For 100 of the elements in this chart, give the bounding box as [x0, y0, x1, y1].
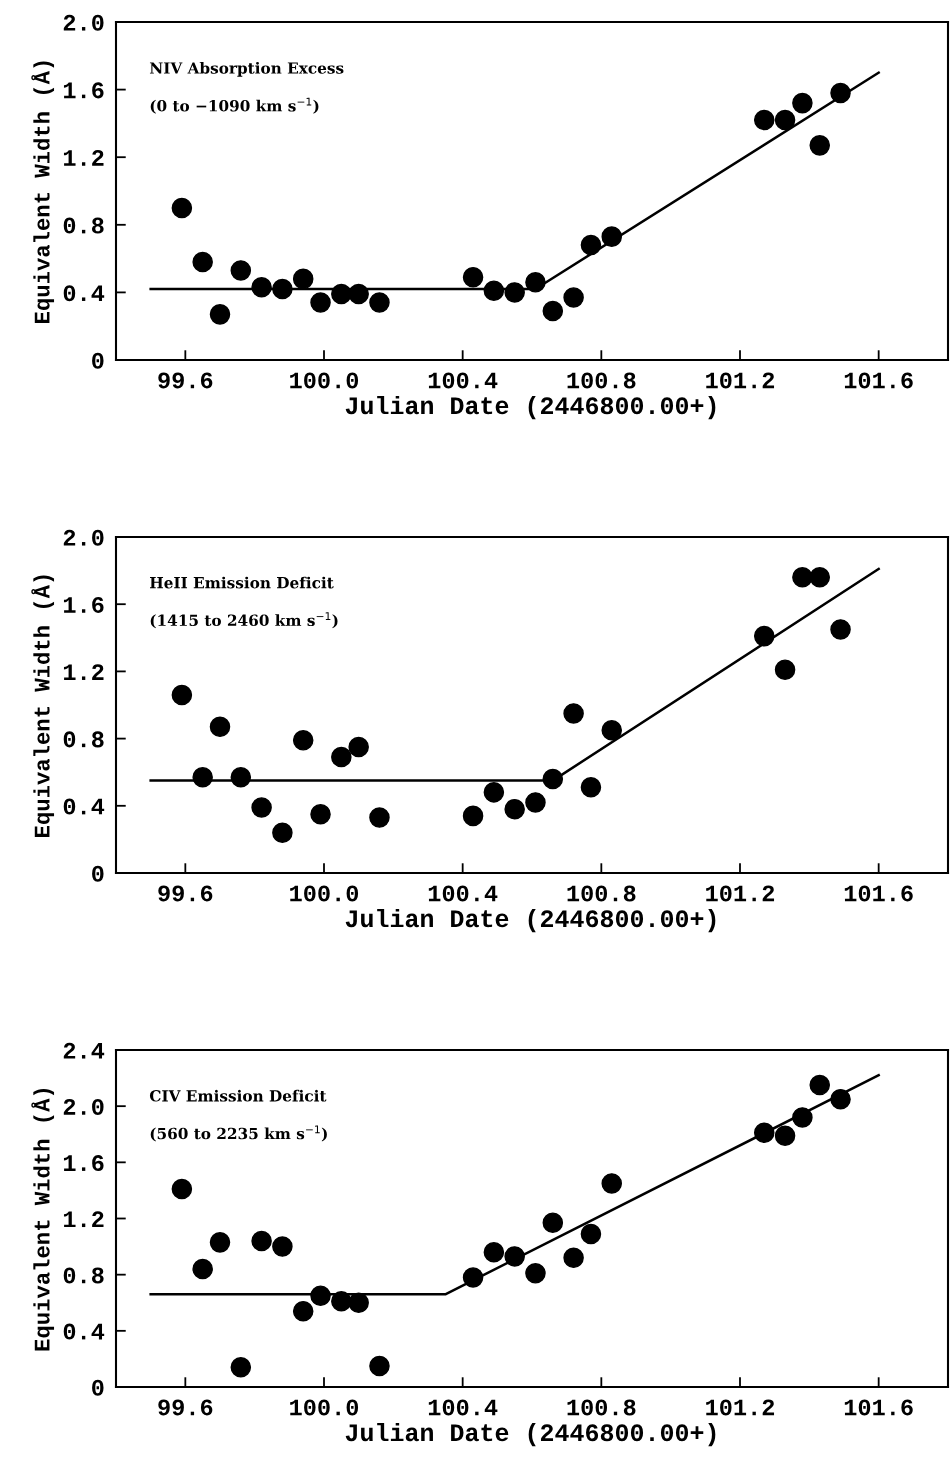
point	[292, 730, 314, 751]
point	[580, 1223, 602, 1245]
point	[209, 1232, 231, 1253]
point	[251, 797, 272, 818]
x-tick-label: 101.2	[706, 372, 775, 389]
point	[483, 280, 505, 301]
point	[774, 1125, 796, 1146]
y-tick-label: 0.8	[63, 1267, 104, 1284]
point	[251, 277, 272, 298]
point	[792, 567, 813, 588]
point	[483, 782, 505, 803]
y-axis-title: Equivalent Width (Å)	[31, 575, 55, 837]
y-tick-label: 0.8	[63, 731, 104, 748]
x-tick-label: 101.6	[844, 1399, 913, 1416]
x-tick-label: 100.0	[290, 885, 359, 902]
point	[272, 822, 293, 843]
x-tick-label: 100.0	[290, 372, 359, 389]
y-tick-label: 1.2	[63, 149, 104, 166]
x-axis-title: Julian Date (2446800.00+)	[345, 395, 716, 420]
point	[192, 251, 213, 273]
point	[504, 1246, 525, 1267]
x-tick-label: 99.6	[158, 885, 213, 902]
x-tick-label: 101.2	[706, 885, 775, 902]
x-tick-label: 101.6	[844, 372, 913, 389]
annotation: HeII Emission Deficit	[150, 576, 334, 589]
point	[525, 1262, 546, 1284]
annotation: (0 to −1090 km s$^{−1}$)	[150, 97, 319, 114]
point	[251, 1230, 272, 1252]
point	[542, 300, 564, 322]
point	[504, 282, 525, 303]
point	[230, 766, 252, 788]
point	[310, 292, 331, 313]
point	[171, 684, 193, 706]
point	[753, 625, 775, 647]
point	[792, 1107, 813, 1128]
x-tick-label: 100.8	[567, 885, 636, 902]
point	[171, 1178, 193, 1200]
annotation: (1415 to 2460 km s$^{−1}$)	[150, 612, 338, 629]
point	[462, 266, 484, 288]
x-tick-label: 100.4	[428, 885, 498, 902]
point	[171, 197, 193, 219]
point	[369, 807, 390, 828]
point	[542, 1212, 564, 1233]
point	[830, 82, 851, 104]
y-tick-label: 2.0	[63, 14, 104, 31]
x-axis-title: Julian Date (2446800.00+)	[345, 908, 716, 933]
point	[331, 283, 352, 305]
point	[753, 109, 775, 131]
y-tick-label: 2.4	[63, 1042, 105, 1059]
x-tick-label: 99.6	[158, 1399, 213, 1416]
point	[563, 703, 584, 724]
point	[525, 271, 546, 293]
point	[292, 268, 314, 290]
x-tick-label: 100.4	[428, 372, 498, 389]
y-tick-label: 0	[92, 352, 104, 369]
point	[483, 1241, 505, 1263]
point	[192, 1258, 213, 1280]
y-tick-label: 1.2	[63, 1211, 104, 1228]
point	[580, 234, 602, 256]
x-tick-label: 99.6	[158, 372, 213, 389]
y-tick-label: 0.4	[63, 798, 105, 815]
x-tick-label: 100.8	[567, 1399, 636, 1416]
point	[830, 1088, 851, 1110]
x-tick-label: 100.4	[428, 1399, 498, 1416]
point	[542, 768, 564, 790]
point	[369, 1355, 390, 1377]
point	[331, 746, 352, 768]
point	[830, 619, 851, 640]
y-tick-label: 1.6	[63, 82, 104, 99]
point	[601, 226, 623, 247]
x-tick-label: 101.6	[844, 885, 913, 902]
x-tick-label: 100.0	[290, 1399, 359, 1416]
point	[292, 1300, 314, 1322]
point	[601, 1173, 623, 1194]
y-tick-label: 0	[92, 1379, 104, 1396]
y-tick-label: 0.4	[63, 285, 105, 302]
point	[272, 278, 293, 300]
point	[209, 304, 231, 325]
y-tick-label: 0	[92, 865, 104, 882]
point	[601, 719, 623, 741]
point	[774, 659, 796, 680]
point	[348, 1292, 369, 1314]
y-tick-label: 1.6	[63, 1155, 104, 1172]
point	[809, 1074, 831, 1096]
point	[563, 287, 584, 308]
point	[331, 1291, 352, 1312]
annotation: CIV Emission Deficit	[149, 1089, 327, 1102]
point	[504, 798, 525, 820]
point	[348, 283, 369, 305]
point	[792, 92, 813, 114]
point	[272, 1236, 293, 1257]
point	[209, 716, 231, 738]
y-tick-label: 2.0	[63, 529, 104, 546]
point	[774, 109, 796, 131]
annotation: NIV Absorption Excess	[149, 61, 344, 77]
y-tick-label: 1.2	[63, 664, 104, 680]
point	[563, 1247, 584, 1269]
point	[809, 135, 831, 156]
point	[310, 1285, 331, 1306]
point	[753, 1122, 775, 1144]
